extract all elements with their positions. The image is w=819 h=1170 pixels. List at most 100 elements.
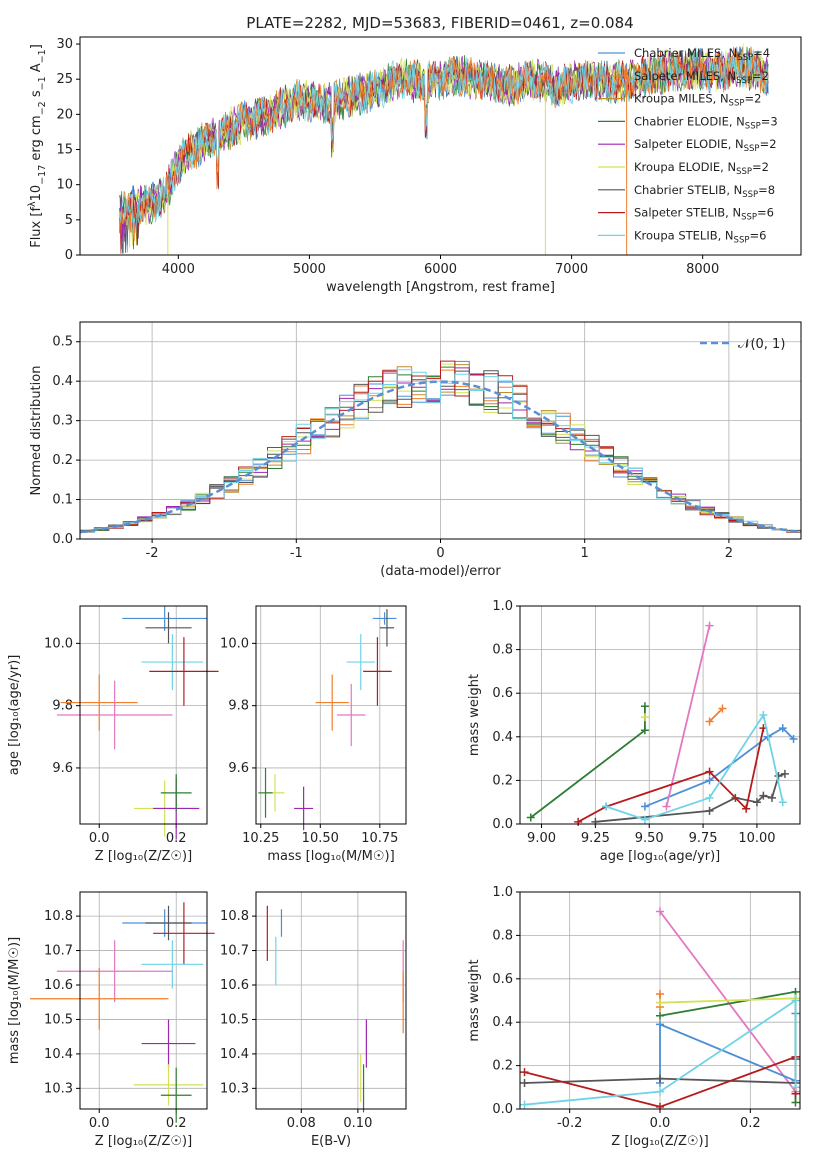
y-tick-label: 9.8 [52,699,73,714]
legend-tail: =2 [744,92,761,106]
weight-marker [789,734,798,743]
weight-marker [705,767,714,776]
weight-line-8 [524,998,797,1106]
axes-frame [79,891,208,1110]
y-axis-label: mass weight [467,959,482,1041]
weight-marker [640,713,649,722]
y-tick-label: 0.0 [52,532,73,547]
y-tick-label: 0.6 [492,686,513,701]
y-tick-label: 15 [56,143,73,158]
x-axis-label: Z [log₁₀(Z/Z☉)] [95,849,192,864]
legend-base: Chabrier MILES, N [634,46,737,60]
x-tick-label: 0.0 [650,1116,671,1131]
y-tick-label: 10.4 [220,1047,249,1062]
y-tick-label: 10 [56,178,73,193]
weight-marker [520,1078,529,1087]
weight-marker [656,907,664,916]
y-tick-label: 10.8 [44,909,73,924]
y-label-part: A [29,63,44,76]
y-label-part: −17 [37,165,48,185]
axes-frame [255,605,407,825]
x-tick-label: 9.50 [635,831,664,846]
x-tick-label: 0.2 [166,1116,187,1131]
y-tick-label: 0.0 [492,817,513,832]
legend-entry: Salpeter ELODIE, NSSP=2 [634,137,777,154]
x-tick-label: 10.00 [738,831,775,846]
legend-tail: =4 [753,46,770,60]
weight-marker [526,813,535,822]
y-tick-label: 1.0 [492,885,513,900]
weight-line-6 [595,773,786,823]
y-label-part: erg cm [29,115,44,164]
legend-entry: Chabrier MILES, NSSP=4 [634,46,770,63]
y-tick-label: 0.8 [492,643,513,658]
x-tick-label: 7000 [555,262,588,277]
panel-ebv-mass: 0.08 0.10 10.3 10.4 10.5 10.6 10.7 10.8 E(B-V) [220,891,407,1149]
y-tick-label: 25 [56,72,73,87]
legend-entry: 𝒩(0, 1) [738,337,785,352]
y-tick-label: 9.6 [52,761,73,776]
weight-marker [778,798,787,807]
weight-line-5 [659,997,796,1004]
legend-entry: Salpeter STELIB, NSSP=6 [634,206,774,223]
y-tick-label: 0.2 [492,773,513,788]
legend-tail: =2 [752,160,769,174]
y-label-part: s [29,90,44,101]
legend-sub: SSP [741,213,757,223]
x-axis-label: age [log₁₀(age/yr)] [600,849,721,864]
weight-line-0 [644,726,795,808]
weight-marker [656,998,664,1007]
axes-frame [79,605,208,825]
y-label-part: −1 [37,76,48,90]
x-tick-label: 0.0 [89,831,110,846]
legend-entry: Kroupa STELIB, NSSP=6 [634,228,766,245]
y-tick-label: 10.5 [44,1012,73,1027]
weight-marker [640,726,649,735]
panel-mass-age: 10.25 10.50 10.75 9.6 9.8 10.0 mass [log₁₀(M/M… [220,605,407,864]
y-tick-label: 10.0 [44,636,73,651]
weight-marker [656,1020,664,1029]
panel-z-massweight: -0.2 0.0 0.2 0.0 0.2 0.4 0.6 0.8 1.0 Z [log₁₀(Z/Z… [467,885,801,1149]
x-tick-label: -2 [146,546,159,561]
y-tick-label: 0.6 [492,972,513,987]
weight-marker [752,798,761,807]
x-tick-label: 1 [581,546,589,561]
weight-marker [656,1011,664,1020]
y-tick-label: 0.8 [492,928,513,943]
legend-sub: SSP [736,76,752,86]
y-axis-label: age [log₁₀(age/yr)] [7,655,22,776]
x-tick-label: 0.08 [287,1116,316,1131]
y-label-part: Flux [f [29,207,44,248]
y-label-part: ] [29,44,44,49]
legend-sub: SSP [729,99,745,109]
weight-marker [705,621,714,630]
x-tick-label: 9.75 [689,831,718,846]
weight-line-1 [708,707,724,723]
legend-entry: Kroupa MILES, NSSP=2 [634,92,761,109]
legend-base: Salpeter STELIB, N [634,206,741,220]
legend-tail: =2 [760,137,777,151]
histogram-8 [79,369,801,539]
legend-sub: SSP [737,53,753,63]
y-tick-label: 0.0 [492,1102,513,1117]
legend-base: Kroupa MILES, N [634,92,729,106]
weight-marker [520,1100,529,1109]
x-tick-label: 9.25 [581,831,610,846]
weight-marker [640,702,649,711]
y-tick-label: 10.3 [220,1081,249,1096]
weight-marker [640,815,649,824]
x-axis-label: mass [log₁₀(M/M☉)] [267,849,394,864]
y-tick-label: 10.6 [220,978,249,993]
y-tick-label: 0.5 [52,335,73,350]
axes-frame [79,36,802,256]
legend-tail: =6 [757,206,774,220]
legend-base: Chabrier ELODIE, N [634,114,745,128]
weight-marker [705,793,714,802]
y-label-part: 10 [29,185,44,202]
panel-spectrum: 4000 5000 6000 7000 8000 0 5 10 15 20 25 30 waveleng… [27,36,802,295]
weight-marker [768,793,776,802]
axes-frame [519,891,801,1110]
x-tick-label: 10.50 [302,831,339,846]
y-tick-label: 0.3 [52,414,73,429]
y-tick-label: 9.6 [228,761,249,776]
